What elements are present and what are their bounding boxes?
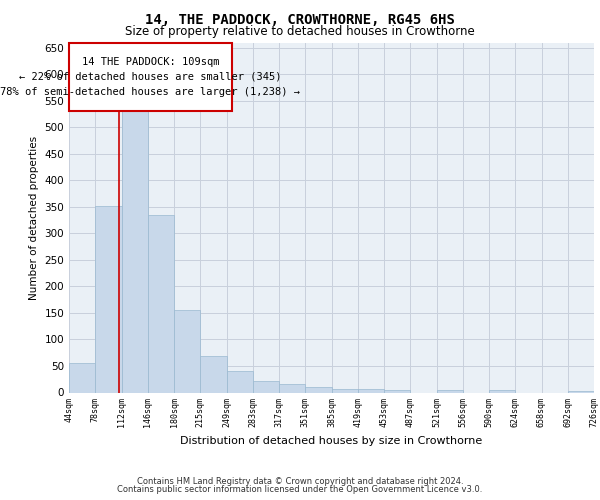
X-axis label: Distribution of detached houses by size in Crowthorne: Distribution of detached houses by size … — [181, 436, 482, 446]
Bar — [200, 356, 227, 392]
Bar — [331, 389, 358, 392]
Bar — [358, 389, 384, 392]
Text: Size of property relative to detached houses in Crowthorne: Size of property relative to detached ho… — [125, 25, 475, 38]
Bar — [69, 364, 95, 392]
Bar — [489, 390, 515, 392]
Bar — [253, 381, 279, 392]
Bar — [568, 391, 594, 392]
Bar — [305, 387, 331, 392]
Bar — [95, 206, 121, 392]
Text: Contains HM Land Registry data © Crown copyright and database right 2024.: Contains HM Land Registry data © Crown c… — [137, 477, 463, 486]
Y-axis label: Number of detached properties: Number of detached properties — [29, 136, 39, 300]
Bar — [384, 390, 410, 392]
Bar — [227, 372, 253, 392]
Bar — [121, 106, 148, 393]
Bar — [437, 390, 463, 392]
FancyBboxPatch shape — [69, 42, 232, 112]
Text: Contains public sector information licensed under the Open Government Licence v3: Contains public sector information licen… — [118, 485, 482, 494]
Text: 14 THE PADDOCK: 109sqm
← 22% of detached houses are smaller (345)
78% of semi-de: 14 THE PADDOCK: 109sqm ← 22% of detached… — [1, 57, 301, 97]
Bar — [148, 215, 174, 392]
Bar — [279, 384, 305, 392]
Text: 14, THE PADDOCK, CROWTHORNE, RG45 6HS: 14, THE PADDOCK, CROWTHORNE, RG45 6HS — [145, 12, 455, 26]
Bar — [174, 310, 200, 392]
